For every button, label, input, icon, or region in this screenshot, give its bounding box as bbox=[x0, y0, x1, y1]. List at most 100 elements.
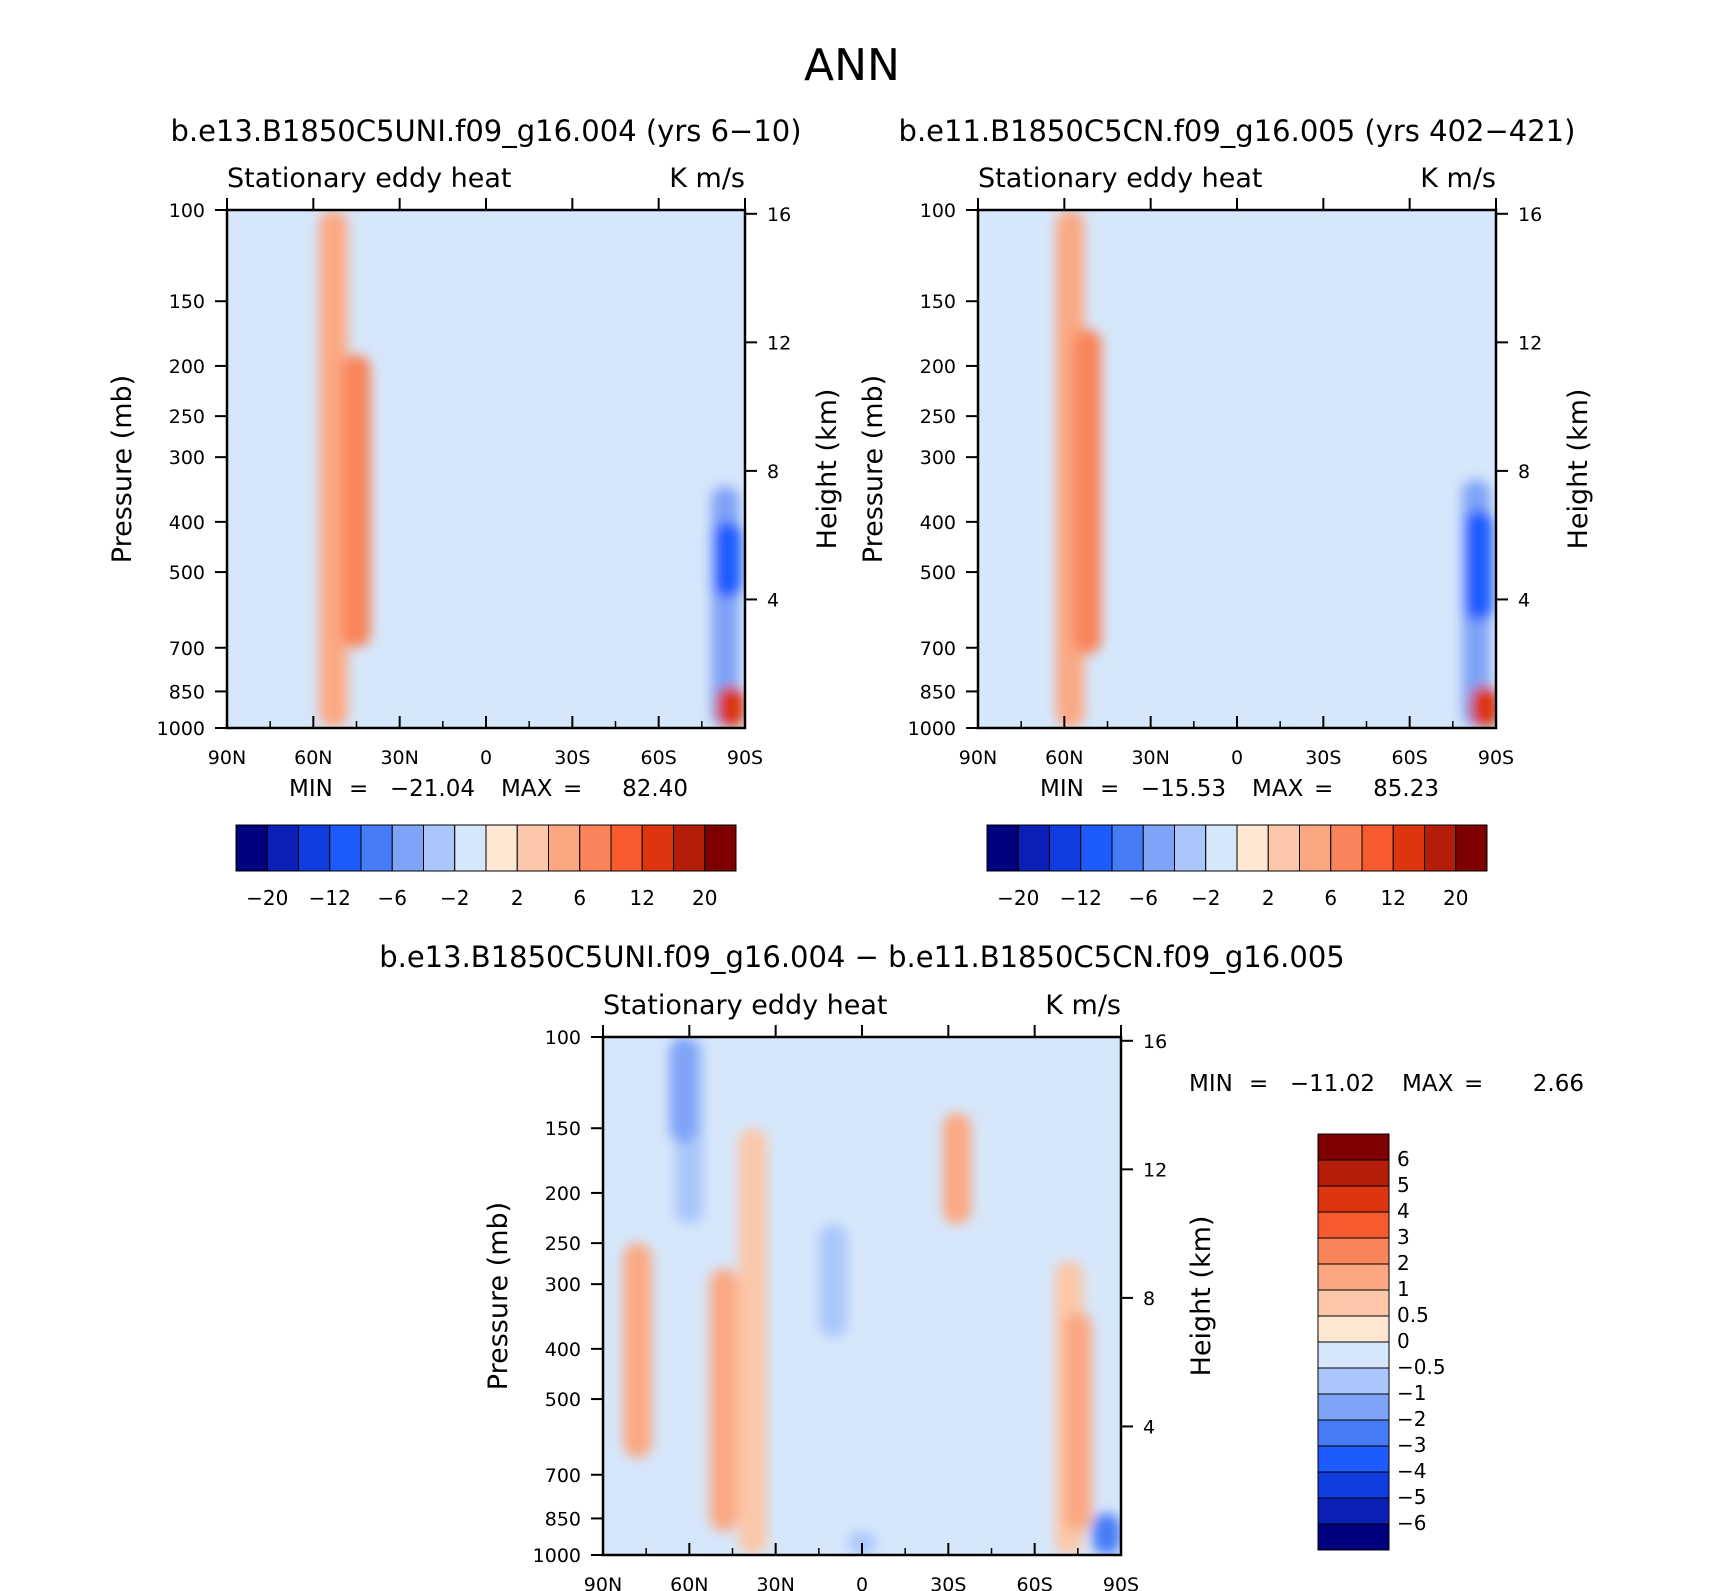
x-tick-label: 90S bbox=[1478, 747, 1514, 769]
panel-diff: 90N 60N 30N 0 30S 60S 90S 10015020025030040050… bbox=[483, 990, 1584, 1591]
colorbar-swatch bbox=[485, 824, 518, 872]
y-tick-label: 500 bbox=[920, 562, 956, 584]
y-axis-right: 16 12 8 4 bbox=[1496, 204, 1542, 611]
max-value: 82.40 bbox=[622, 776, 688, 802]
y-tick-label: 150 bbox=[169, 291, 205, 313]
equals-sign: = bbox=[1100, 776, 1119, 802]
x-tick-label: 0 bbox=[1231, 747, 1243, 769]
colorbar-swatch bbox=[610, 824, 643, 872]
colorbar-label: 0.5 bbox=[1397, 1303, 1429, 1327]
x-tick-label: 30S bbox=[1305, 747, 1341, 769]
colorbar-label: 4 bbox=[1397, 1199, 1410, 1223]
y-axis-right-label: Height (km) bbox=[1186, 1216, 1217, 1377]
y-axis-right-label: Height (km) bbox=[812, 389, 843, 550]
y-tick-label: 250 bbox=[169, 406, 205, 428]
colorbar-label: −4 bbox=[1397, 1459, 1426, 1483]
colorbar-swatch bbox=[298, 824, 331, 872]
y-right-tick-label: 12 bbox=[1518, 332, 1542, 354]
y-axis-right: 16 12 8 4 bbox=[745, 204, 791, 611]
contour-feature bbox=[716, 686, 745, 728]
colorbar-swatch bbox=[579, 824, 612, 872]
y-right-tick-label: 8 bbox=[1518, 461, 1530, 483]
colorbar-label: 12 bbox=[1381, 886, 1406, 910]
y-tick-label: 500 bbox=[545, 1389, 581, 1411]
x-tick-label: 60N bbox=[670, 1574, 708, 1591]
colorbar-swatch bbox=[1267, 824, 1300, 872]
y-tick-label: 850 bbox=[545, 1508, 581, 1530]
colorbar-swatch bbox=[1317, 1185, 1390, 1213]
colorbar-swatch bbox=[516, 824, 549, 872]
x-tick-label: 0 bbox=[856, 1574, 868, 1591]
colorbar-swatch bbox=[1455, 824, 1488, 872]
colorbar-label: 2 bbox=[1262, 886, 1275, 910]
y-right-tick-label: 8 bbox=[767, 461, 779, 483]
colorbar-swatch bbox=[1080, 824, 1113, 872]
colorbar-swatch bbox=[1392, 824, 1425, 872]
equals-sign: = bbox=[349, 776, 368, 802]
x-tick-label: 30S bbox=[554, 747, 590, 769]
colorbar-swatch bbox=[1317, 1237, 1390, 1265]
colorbar-swatch bbox=[1317, 1419, 1390, 1447]
colorbar-swatch bbox=[1111, 824, 1144, 872]
y-tick-label: 1000 bbox=[533, 1545, 581, 1567]
x-tick-label: 60N bbox=[1045, 747, 1083, 769]
panel-units: K m/s bbox=[1420, 163, 1496, 194]
max-label: MAX bbox=[1402, 1071, 1454, 1097]
contour-feature bbox=[818, 1224, 848, 1338]
colorbar-label: −12 bbox=[1060, 886, 1102, 910]
y-tick-label: 1000 bbox=[157, 718, 205, 740]
colorbar-swatch bbox=[1424, 824, 1457, 872]
colorbar-label: −12 bbox=[309, 886, 351, 910]
equals-sign: = bbox=[1249, 1071, 1268, 1097]
y-tick-label: 250 bbox=[920, 406, 956, 428]
x-tick-label: 30S bbox=[930, 1574, 966, 1591]
y-right-tick-label: 4 bbox=[1518, 589, 1530, 611]
colorbar-swatch bbox=[1317, 1315, 1390, 1343]
y-axis-label: Pressure (mb) bbox=[858, 375, 889, 563]
colorbar-swatch bbox=[1017, 824, 1050, 872]
x-tick-label: 60S bbox=[1017, 1574, 1053, 1591]
x-tick-label: 90N bbox=[208, 747, 246, 769]
subtitle-diff: b.e13.B1850C5UNI.f09_g16.004 − b.e11.B18… bbox=[379, 940, 1345, 974]
colorbar-swatch bbox=[423, 824, 456, 872]
y-axis-right: 16 12 8 4 bbox=[1121, 1031, 1167, 1438]
y-right-tick-label: 16 bbox=[1143, 1031, 1167, 1053]
colorbar-swatch bbox=[673, 824, 706, 872]
y-tick-label: 300 bbox=[545, 1274, 581, 1296]
colorbar-swatch bbox=[1317, 1393, 1390, 1421]
colorbar-swatch bbox=[1317, 1263, 1390, 1291]
y-right-tick-label: 4 bbox=[767, 589, 779, 611]
y-tick-label: 1000 bbox=[908, 718, 956, 740]
colorbar-swatch bbox=[454, 824, 487, 872]
y-axis-label: Pressure (mb) bbox=[483, 1202, 514, 1390]
equals-sign: = bbox=[563, 776, 582, 802]
plot-background bbox=[227, 210, 745, 728]
colorbar-swatch bbox=[641, 824, 674, 872]
panel-left: 90N 60N 30N 0 30S 60S 90S 100 150 200 250 300 400 50… bbox=[107, 163, 843, 910]
y-tick-label: 250 bbox=[545, 1233, 581, 1255]
colorbar-swatch bbox=[1049, 824, 1082, 872]
colorbar-swatch bbox=[704, 824, 737, 872]
stats-line: MIN = −21.04 MAX = 82.40 bbox=[289, 776, 688, 802]
y-tick-label: 300 bbox=[920, 447, 956, 469]
max-value: 2.66 bbox=[1533, 1071, 1584, 1097]
colorbar-swatch bbox=[1317, 1471, 1390, 1499]
x-axis: 90N 60N 30N 0 30S 60S 90S bbox=[959, 198, 1514, 769]
colorbar-swatch bbox=[235, 824, 268, 872]
contour-feature bbox=[738, 1128, 767, 1555]
contour-feature bbox=[1006, 441, 1036, 614]
y-tick-label: 500 bbox=[169, 562, 205, 584]
min-value: −15.53 bbox=[1141, 776, 1226, 802]
colorbar-swatch bbox=[1317, 1159, 1390, 1187]
equals-sign: = bbox=[1314, 776, 1333, 802]
subtitle-left: b.e13.B1850C5UNI.f09_g16.004 (yrs 6−10) bbox=[170, 114, 801, 148]
colorbar-swatch bbox=[1299, 824, 1332, 872]
colorbar-label: −20 bbox=[997, 886, 1039, 910]
y-tick-label: 700 bbox=[920, 638, 956, 660]
colorbar-label: 20 bbox=[1443, 886, 1468, 910]
contour-feature bbox=[709, 1268, 739, 1532]
max-value: 85.23 bbox=[1373, 776, 1439, 802]
panel-title: Stationary eddy heat bbox=[603, 990, 888, 1021]
colorbar-label: −2 bbox=[1397, 1407, 1426, 1431]
